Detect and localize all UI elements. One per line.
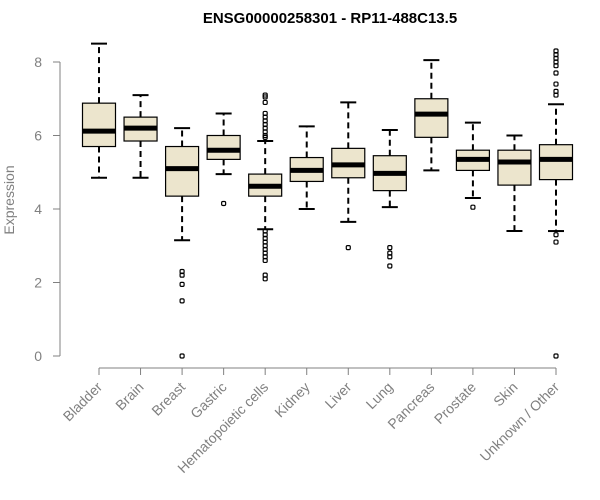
x-tick-label: Skin xyxy=(490,379,521,410)
iqr-box xyxy=(538,144,574,181)
iqr-box xyxy=(164,145,200,197)
box-0 xyxy=(81,42,117,179)
box-4 xyxy=(248,92,283,282)
box-5 xyxy=(289,125,324,210)
y-axis: 0 2 4 6 8 xyxy=(34,54,61,364)
outlier-point xyxy=(262,99,268,106)
y-tick-label: 6 xyxy=(34,128,42,144)
outlier-point xyxy=(179,353,185,359)
box-1 xyxy=(123,94,158,179)
x-tick-label: Prostate xyxy=(431,379,479,427)
outlier-point xyxy=(470,204,476,210)
y-tick-label: 8 xyxy=(34,54,42,70)
iqr-box xyxy=(81,102,117,148)
x-tick-label: Liver xyxy=(322,379,355,412)
outlier-point xyxy=(345,244,351,251)
box-7 xyxy=(372,128,407,269)
x-tick-label: Bladder xyxy=(60,379,106,425)
box-6 xyxy=(331,101,366,251)
box-series xyxy=(81,42,574,359)
x-tick-label: Kidney xyxy=(271,379,313,421)
outlier-point xyxy=(262,94,268,100)
outlier-point xyxy=(179,298,185,304)
box-3 xyxy=(206,112,241,207)
y-axis-label: Expression xyxy=(1,165,17,234)
y-tick-label: 2 xyxy=(34,275,42,291)
y-tick-label: 0 xyxy=(34,348,42,364)
box-9 xyxy=(455,121,491,210)
outlier-point xyxy=(553,232,559,238)
outlier-point xyxy=(553,353,559,359)
box-2 xyxy=(164,127,200,359)
iqr-box xyxy=(414,98,449,138)
chart-title: ENSG00000258301 - RP11-488C13.5 xyxy=(203,10,457,27)
x-tick-label: Unknown / Other xyxy=(477,379,563,465)
iqr-box xyxy=(497,149,532,186)
outlier-point xyxy=(179,281,185,287)
outlier-point xyxy=(262,134,268,140)
outlier-point xyxy=(553,63,559,69)
outlier-point xyxy=(262,276,268,282)
outlier-point xyxy=(221,200,227,207)
outlier-point xyxy=(387,263,393,269)
y-tick-label: 4 xyxy=(34,201,42,217)
outlier-point xyxy=(387,244,393,251)
iqr-box xyxy=(206,134,241,160)
x-tick-label: Lung xyxy=(363,379,396,412)
outlier-point xyxy=(553,92,559,98)
box-11 xyxy=(538,48,574,359)
outlier-point xyxy=(553,239,559,245)
outlier-point xyxy=(262,257,268,264)
outlier-point xyxy=(553,70,559,76)
x-tick-label: Brain xyxy=(112,379,146,413)
x-tick-label: Breast xyxy=(148,379,188,419)
outlier-point xyxy=(179,272,185,278)
box-10 xyxy=(497,134,532,233)
outlier-point xyxy=(553,81,559,87)
box-8 xyxy=(414,59,449,172)
outlier-point xyxy=(387,254,393,260)
